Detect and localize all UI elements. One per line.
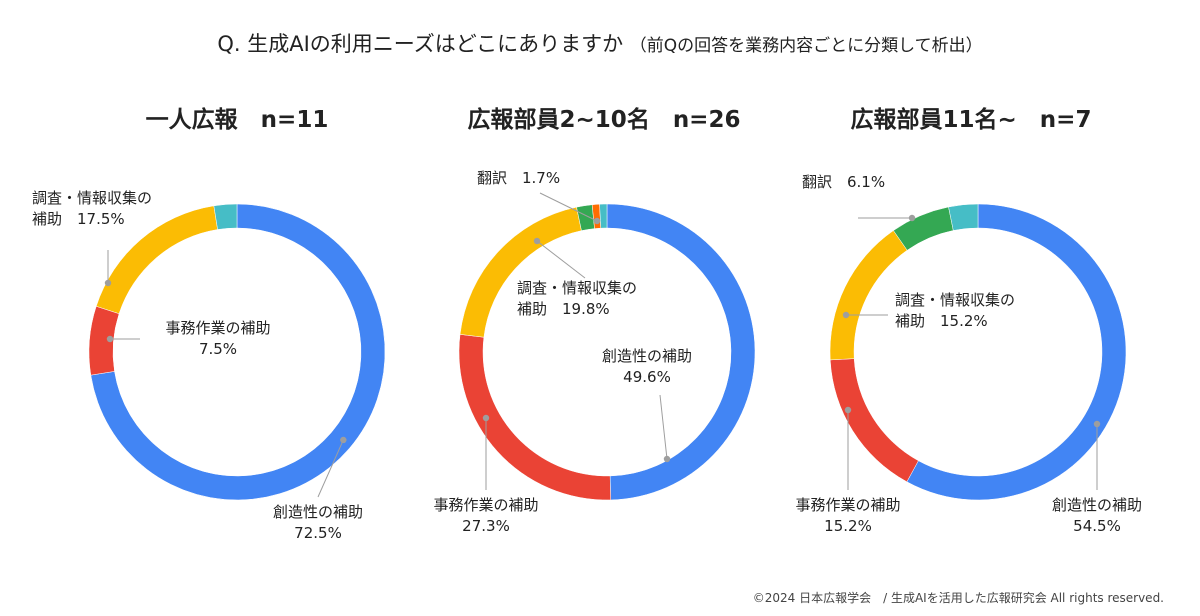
donut-1-label-1-line-1: 創造性の補助 [273, 503, 363, 521]
donut-2-label-3-line-1: 調査・情報収集の [517, 279, 637, 297]
donut-3-slice-5 [948, 203, 979, 231]
donut-2-label-3-line-2: 補助 19.8% [517, 300, 610, 318]
donut-1-leader-line-1 [317, 439, 344, 498]
page-subtitle: （前Qの回答を業務内容ごとに分類して析出） [629, 36, 983, 56]
donut-1-leader-dot-1 [340, 436, 347, 444]
donut-2-leader-dot-4 [593, 217, 601, 225]
donut-3-label-4-line-1: 翻訳 6.1% [802, 173, 885, 191]
donut-1-label-1-line-2: 72.5% [294, 524, 342, 542]
donut-3-label-1-line-1: 創造性の補助 [1052, 496, 1142, 514]
donut-1-leader-dot-3 [104, 279, 112, 287]
donut-3-leader-dot-2 [844, 406, 852, 414]
page-title: Q. 生成AIの利用ニーズはどこにありますか （前Qの回答を業務内容ごとに分類し… [0, 28, 1200, 58]
donut-3-leader-dot-4 [908, 214, 916, 222]
donut-1-leader-dot-2 [106, 335, 114, 343]
donut-2-label-1-line-2: 49.6% [623, 368, 671, 386]
chart-title-1: 一人広報 n=11 [145, 107, 329, 133]
donut-3-label-1-line-2: 54.5% [1073, 517, 1121, 535]
chart-title-2: 広報部員2~10名 n=26 [467, 107, 741, 133]
donut-2-label-2-line-2: 27.3% [462, 517, 510, 535]
donut-2-label-4-line-1: 翻訳 1.7% [477, 169, 560, 187]
donut-2-leader-dot-2 [482, 414, 490, 422]
donut-2-slice-1 [606, 203, 756, 501]
donut-1-slice-2 [88, 305, 120, 376]
donut-2-slice-2 [458, 334, 611, 501]
donut-3-label-2-line-1: 事務作業の補助 [795, 496, 900, 514]
donut-3-slice-1 [906, 203, 1127, 501]
donut-2-leader-dot-1 [663, 455, 671, 463]
donut-2-leader-dot-3 [533, 237, 541, 245]
donut-3-label-2-line-2: 15.2% [824, 517, 872, 535]
main-title: Q. 生成AIの利用ニーズはどこにありますか [217, 32, 624, 56]
donut-3-leader-dot-1 [1093, 420, 1101, 428]
donut-2-label-1-line-1: 創造性の補助 [602, 347, 692, 365]
donut-3-label-3-line-2: 補助 15.2% [895, 312, 988, 330]
donut-2-leader-line-1 [659, 394, 668, 460]
donut-1-label-2-line-1: 事務作業の補助 [165, 319, 270, 337]
copyright-notice: ©2024 日本広報学会 / 生成AIを活用した広報研究会 All rights… [752, 591, 1164, 605]
donut-1-label-2-line-2: 7.5% [199, 340, 237, 358]
donut-1-slice-4 [213, 203, 238, 230]
donut-3-slice-4 [893, 206, 954, 251]
donut-1-slice-1 [90, 203, 386, 501]
donut-2-leader-line-4 [539, 192, 598, 222]
donut-2-leader-line-3 [536, 240, 586, 279]
donut-3-leader-dot-3 [842, 311, 850, 319]
donut-3-label-3-line-1: 調査・情報収集の [895, 291, 1015, 309]
donut-1-label-3-line-2: 補助 17.5% [32, 210, 125, 228]
donut-2-label-2-line-1: 事務作業の補助 [433, 496, 538, 514]
donut-2-slice-6 [599, 203, 608, 229]
donut-1-label-3-line-1: 調査・情報収集の [32, 189, 152, 207]
chart-title-3: 広報部員11名~ n=7 [850, 107, 1092, 133]
donut-3-slice-2 [829, 358, 919, 483]
